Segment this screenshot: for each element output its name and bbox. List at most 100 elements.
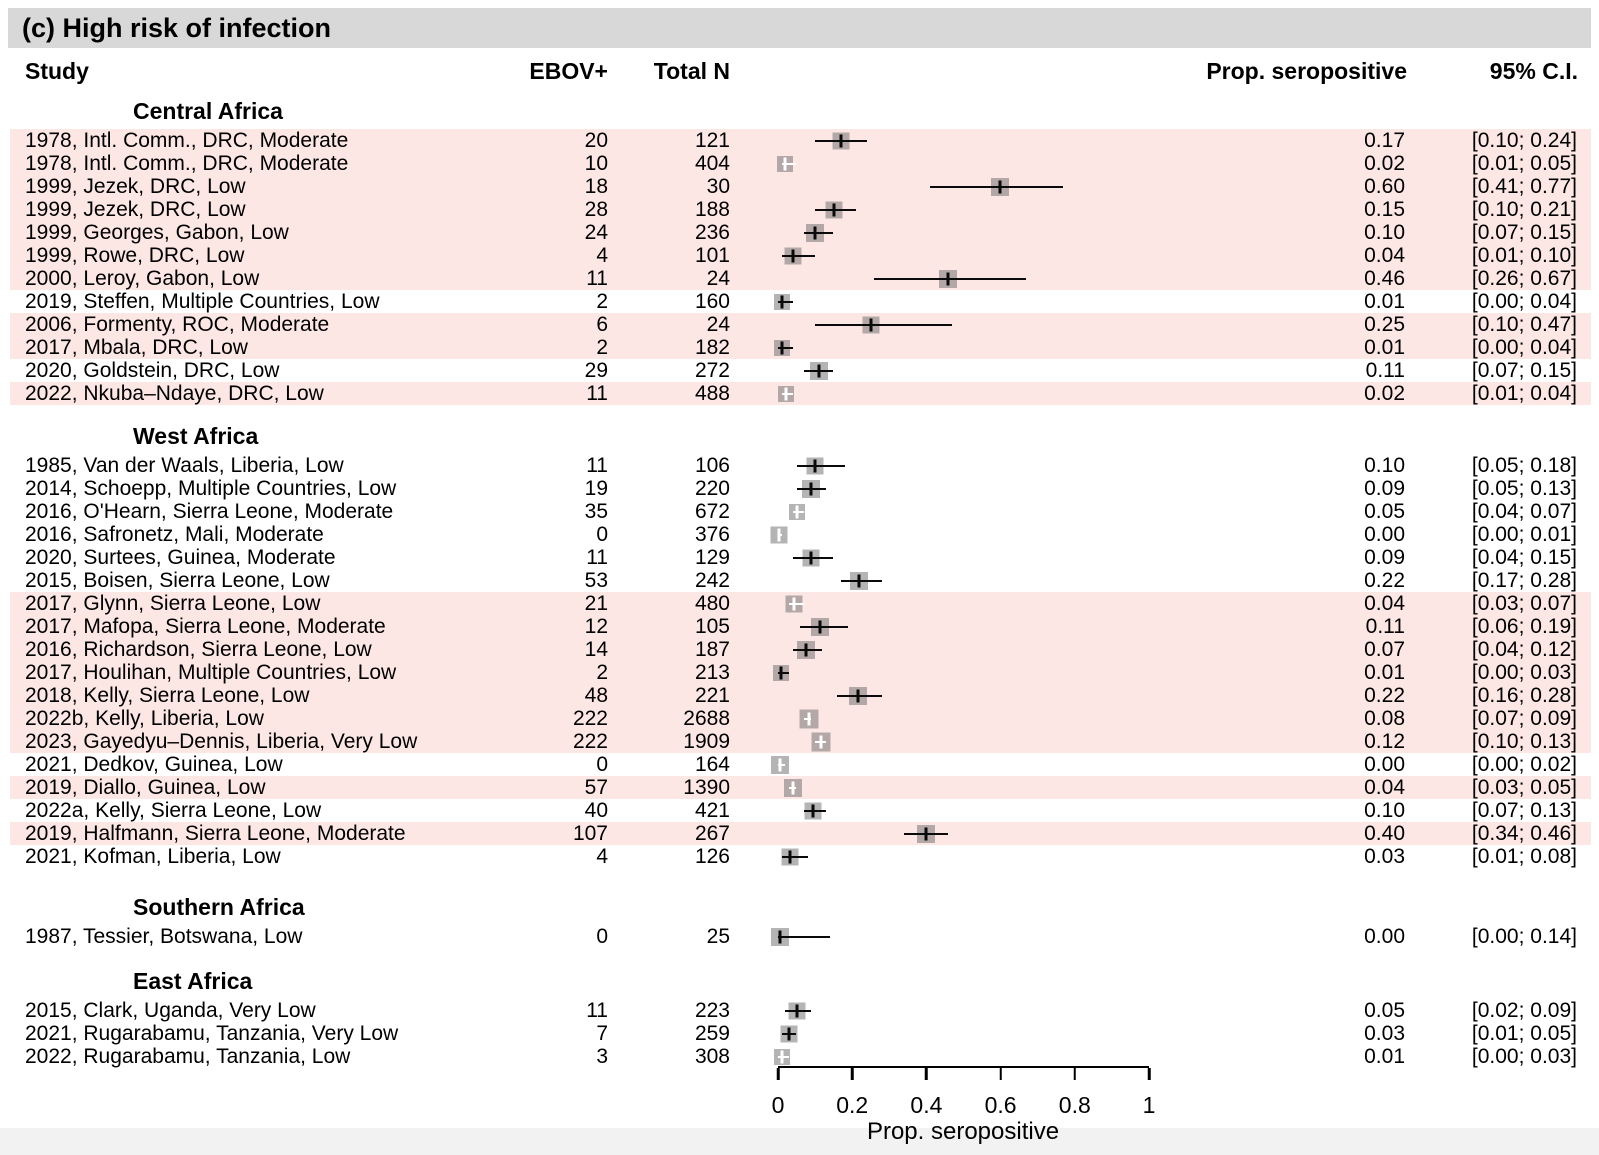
ci-whisker — [781, 162, 797, 165]
prop-seropositive-value: 0.10 — [1364, 454, 1405, 477]
ebov-positive-count: 40 — [584, 799, 608, 822]
forest-marker-strip — [778, 477, 1148, 500]
column-header-study: Study — [25, 58, 89, 84]
total-n: 187 — [694, 638, 730, 661]
ebov-positive-count: 0 — [596, 753, 608, 776]
axis-tick-mark — [1073, 1068, 1077, 1080]
ci-whisker — [815, 323, 952, 326]
panel-title-bar: (c) High risk of infection — [8, 8, 1591, 48]
total-n: 223 — [694, 999, 730, 1022]
study-label: 2016, Richardson, Sierra Leone, Low — [25, 638, 372, 661]
study-label: 2021, Dedkov, Guinea, Low — [25, 753, 283, 776]
ebov-positive-count: 57 — [584, 776, 608, 799]
ci-95-value: [0.06; 0.19] — [1471, 615, 1577, 638]
ci-whisker — [778, 763, 786, 766]
study-label: 2016, Safronetz, Mali, Moderate — [25, 523, 324, 546]
ci-whisker — [789, 602, 804, 605]
point-estimate-tick — [809, 551, 813, 564]
forest-marker-strip — [778, 569, 1148, 592]
point-estimate-tick — [857, 574, 861, 587]
study-row: 2019, Diallo, Guinea, Low 57 1390 0.04 [0.03… — [10, 776, 1591, 799]
total-n: 106 — [694, 454, 730, 477]
ebov-positive-count: 222 — [572, 730, 608, 753]
point-estimate-tick — [807, 712, 811, 725]
forest-marker-strip — [778, 684, 1148, 707]
study-row: 2022, Rugarabamu, Tanzania, Low 3 308 0.01 [… — [10, 1045, 1591, 1068]
ci-95-value: [0.34; 0.46] — [1471, 822, 1577, 845]
prop-seropositive-value: 0.12 — [1364, 730, 1405, 753]
prop-seropositive-value: 0.01 — [1364, 1045, 1405, 1068]
total-n: 30 — [706, 175, 730, 198]
column-header-row: Study EBOV+ Total N Prop. seropositive 9… — [0, 58, 1599, 84]
study-row: 2017, Mbala, DRC, Low 2 182 0.01 [0.00; 0.04… — [10, 336, 1591, 359]
study-label: 2020, Surtees, Guinea, Moderate — [25, 546, 336, 569]
point-estimate-tick — [791, 781, 795, 794]
ci-95-value: [0.00; 0.14] — [1471, 925, 1577, 948]
point-estimate-tick — [813, 226, 817, 239]
ci-whisker — [874, 277, 1026, 280]
point-estimate-tick — [819, 735, 823, 748]
study-row: 2022b, Kelly, Liberia, Low 222 2688 0.08 [0.… — [10, 707, 1591, 730]
prop-seropositive-value: 0.11 — [1365, 615, 1405, 638]
study-row: 2017, Houlihan, Multiple Countries, Low 2… — [10, 661, 1591, 684]
bottom-gray-strip — [0, 1128, 1599, 1155]
ci-95-value: [0.03; 0.05] — [1471, 776, 1577, 799]
column-header-total-n: Total N — [653, 58, 730, 84]
forest-marker-strip — [778, 845, 1148, 868]
total-n: 2688 — [683, 707, 730, 730]
study-label: 2022b, Kelly, Liberia, Low — [25, 707, 264, 730]
study-label: 1999, Georges, Gabon, Low — [25, 221, 289, 244]
ci-95-value: [0.10; 0.47] — [1471, 313, 1577, 336]
ci-95-value: [0.07; 0.15] — [1471, 359, 1577, 382]
total-n: 404 — [694, 152, 730, 175]
study-label: 2017, Mafopa, Sierra Leone, Moderate — [25, 615, 386, 638]
study-row: 1999, Jezek, DRC, Low 18 30 0.60 [0.41; 0.77… — [10, 175, 1591, 198]
total-n: 121 — [694, 129, 730, 152]
ebov-positive-count: 3 — [596, 1045, 608, 1068]
ci-95-value: [0.02; 0.09] — [1471, 999, 1577, 1022]
prop-seropositive-value: 0.08 — [1364, 707, 1405, 730]
ci-95-value: [0.04; 0.15] — [1471, 546, 1577, 569]
forest-marker-strip — [770, 925, 1148, 948]
forest-marker-strip — [773, 661, 1148, 684]
study-row: 2022a, Kelly, Sierra Leone, Low 40 421 0.10… — [10, 799, 1591, 822]
study-row: 2016, Richardson, Sierra Leone, Low 14 187… — [10, 638, 1591, 661]
ci-95-value: [0.16; 0.28] — [1471, 684, 1577, 707]
ci-95-value: [0.01; 0.04] — [1471, 382, 1577, 405]
point-estimate-tick — [777, 528, 781, 541]
point-estimate-tick — [780, 341, 784, 354]
axis-tick-label: 0.8 — [1058, 1092, 1091, 1118]
point-estimate-tick — [788, 850, 792, 863]
axis-tick-label: 1 — [1142, 1092, 1156, 1118]
ci-whisker — [778, 935, 830, 938]
study-label: 2018, Kelly, Sierra Leone, Low — [25, 684, 310, 707]
point-estimate-tick — [778, 930, 782, 943]
study-row: 2022, Nkuba–Ndaye, DRC, Low 11 488 0.02 [0.0… — [10, 382, 1591, 405]
forest-marker-strip — [778, 129, 1148, 152]
ebov-positive-count: 21 — [584, 592, 608, 615]
ci-95-value: [0.17; 0.28] — [1471, 569, 1577, 592]
total-n: 101 — [694, 244, 730, 267]
study-label: 2015, Boisen, Sierra Leone, Low — [25, 569, 330, 592]
point-estimate-tick — [778, 758, 782, 771]
total-n: 25 — [706, 925, 730, 948]
ci-whisker — [792, 556, 834, 559]
section-header: West Africa — [133, 423, 259, 449]
point-estimate-tick — [792, 597, 796, 610]
point-estimate-tick — [832, 203, 835, 216]
ci-95-value: [0.10; 0.24] — [1471, 129, 1577, 152]
total-n: 267 — [694, 822, 730, 845]
ci-whisker — [778, 671, 790, 674]
ebov-positive-count: 2 — [596, 336, 608, 359]
ci-95-value: [0.10; 0.21] — [1471, 198, 1577, 221]
ci-whisker — [781, 855, 808, 858]
forest-marker-strip — [777, 152, 1148, 175]
study-label: 2020, Goldstein, DRC, Low — [25, 359, 280, 382]
study-row: 1978, Intl. Comm., DRC, Moderate 20 121 0.1… — [10, 129, 1591, 152]
prop-seropositive-value: 0.10 — [1364, 221, 1405, 244]
ci-95-value: [0.00; 0.03] — [1471, 661, 1577, 684]
study-row: 2015, Clark, Uganda, Very Low 11 223 0.05 [0… — [10, 999, 1591, 1022]
ebov-positive-count: 24 — [584, 221, 608, 244]
axis-tick-mark — [925, 1068, 928, 1080]
ci-whisker — [796, 464, 845, 467]
